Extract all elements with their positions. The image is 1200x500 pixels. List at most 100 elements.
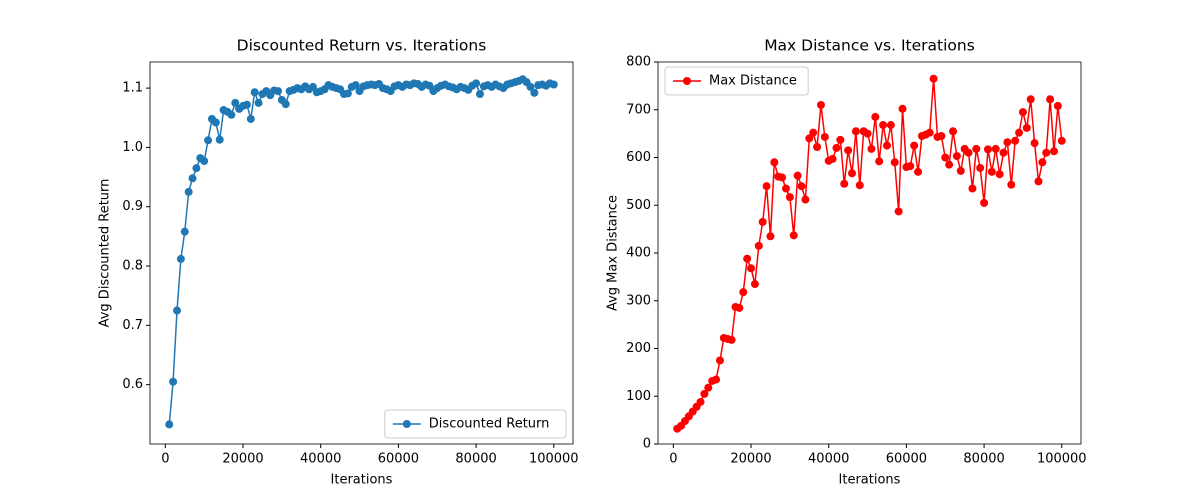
- legend-label: Max Distance: [709, 74, 797, 89]
- data-point: [727, 335, 736, 344]
- y-axis-label: Avg Discounted Return: [98, 179, 113, 328]
- x-tick-label: 60000: [378, 452, 419, 467]
- y-tick-label: 500: [626, 198, 651, 213]
- data-point: [715, 356, 724, 365]
- x-axis-label: Iterations: [331, 473, 393, 488]
- legend: Discounted Return: [384, 409, 567, 439]
- data-point: [1057, 136, 1066, 145]
- data-point: [816, 100, 825, 109]
- plot-area: [150, 62, 573, 444]
- data-point: [169, 377, 178, 386]
- data-point: [914, 167, 923, 176]
- legend-marker: [402, 420, 411, 428]
- data-point: [1026, 95, 1035, 104]
- y-tick-label: 100: [626, 389, 651, 404]
- axes-frame: [149, 61, 574, 445]
- data-point: [836, 135, 845, 144]
- axes-frame: [657, 61, 1082, 445]
- data-point: [227, 110, 236, 119]
- x-tick-label: 40000: [808, 452, 849, 467]
- data-point: [735, 303, 744, 312]
- data-point: [890, 158, 899, 167]
- data-point: [747, 264, 756, 273]
- data-point: [180, 227, 189, 236]
- data-point: [898, 104, 907, 113]
- data-point: [999, 148, 1008, 157]
- x-tick-label: 20000: [222, 452, 263, 467]
- data-point: [983, 145, 992, 154]
- data-point: [739, 288, 748, 297]
- data-point: [886, 121, 895, 130]
- data-point: [949, 127, 958, 136]
- legend-marker: [683, 77, 691, 85]
- data-point: [848, 169, 857, 178]
- data-point: [188, 174, 197, 183]
- data-point: [855, 181, 864, 190]
- data-point: [809, 128, 818, 137]
- data-point: [549, 80, 558, 89]
- y-tick-label: 200: [626, 341, 651, 356]
- data-point: [1038, 158, 1047, 167]
- data-point: [696, 397, 705, 406]
- data-point: [712, 375, 721, 384]
- plot-area: [658, 62, 1081, 444]
- data-point: [200, 157, 209, 166]
- data-point: [184, 187, 193, 196]
- data-point: [526, 82, 535, 91]
- y-tick-label: 0.7: [122, 318, 143, 333]
- data-point: [945, 160, 954, 169]
- legend-box: [384, 409, 567, 439]
- data-point: [875, 157, 884, 166]
- data-point: [172, 306, 181, 315]
- data-point: [952, 152, 961, 161]
- data-point: [882, 141, 891, 150]
- data-point: [192, 164, 201, 173]
- data-point: [1007, 180, 1016, 189]
- data-point: [797, 182, 806, 191]
- y-tick-label: 300: [626, 293, 651, 308]
- data-point: [762, 182, 771, 191]
- data-point: [211, 118, 220, 127]
- x-tick-label: 0: [669, 452, 677, 467]
- data-point: [820, 132, 829, 141]
- data-point: [281, 100, 290, 109]
- legend-box: [664, 66, 809, 96]
- data-point: [1030, 139, 1039, 148]
- data-point: [700, 389, 709, 398]
- data-point: [250, 88, 259, 97]
- data-point: [968, 184, 977, 193]
- data-point: [813, 142, 822, 151]
- y-tick-label: 0.6: [122, 377, 143, 392]
- x-tick-label: 80000: [963, 452, 1004, 467]
- chart-title: Discounted Return vs. Iterations: [237, 37, 487, 55]
- data-point: [894, 207, 903, 216]
- data-point: [176, 254, 185, 263]
- data-point: [273, 87, 282, 96]
- data-point: [343, 89, 352, 98]
- data-point: [1053, 101, 1062, 110]
- x-tick-label: 40000: [300, 452, 341, 467]
- data-point: [165, 420, 174, 429]
- data-point: [867, 144, 876, 153]
- data-point: [1042, 148, 1051, 157]
- data-point: [976, 164, 985, 173]
- data-point: [925, 128, 934, 137]
- data-point: [1018, 108, 1027, 117]
- data-point: [832, 143, 841, 152]
- data-point: [785, 193, 794, 202]
- y-tick-label: 0.8: [122, 259, 143, 274]
- x-tick-label: 100000: [1037, 452, 1087, 467]
- data-point: [851, 127, 860, 136]
- x-tick-label: 100000: [529, 452, 579, 467]
- data-point: [1034, 177, 1043, 186]
- y-tick-label: 1.0: [122, 140, 143, 155]
- data-point: [972, 144, 981, 153]
- data-point: [1022, 123, 1031, 132]
- data-point: [770, 158, 779, 167]
- data-point: [231, 98, 240, 107]
- data-point: [805, 134, 814, 143]
- y-tick-label: 0: [643, 437, 651, 452]
- legend-label: Discounted Return: [429, 417, 550, 432]
- data-point: [980, 198, 989, 207]
